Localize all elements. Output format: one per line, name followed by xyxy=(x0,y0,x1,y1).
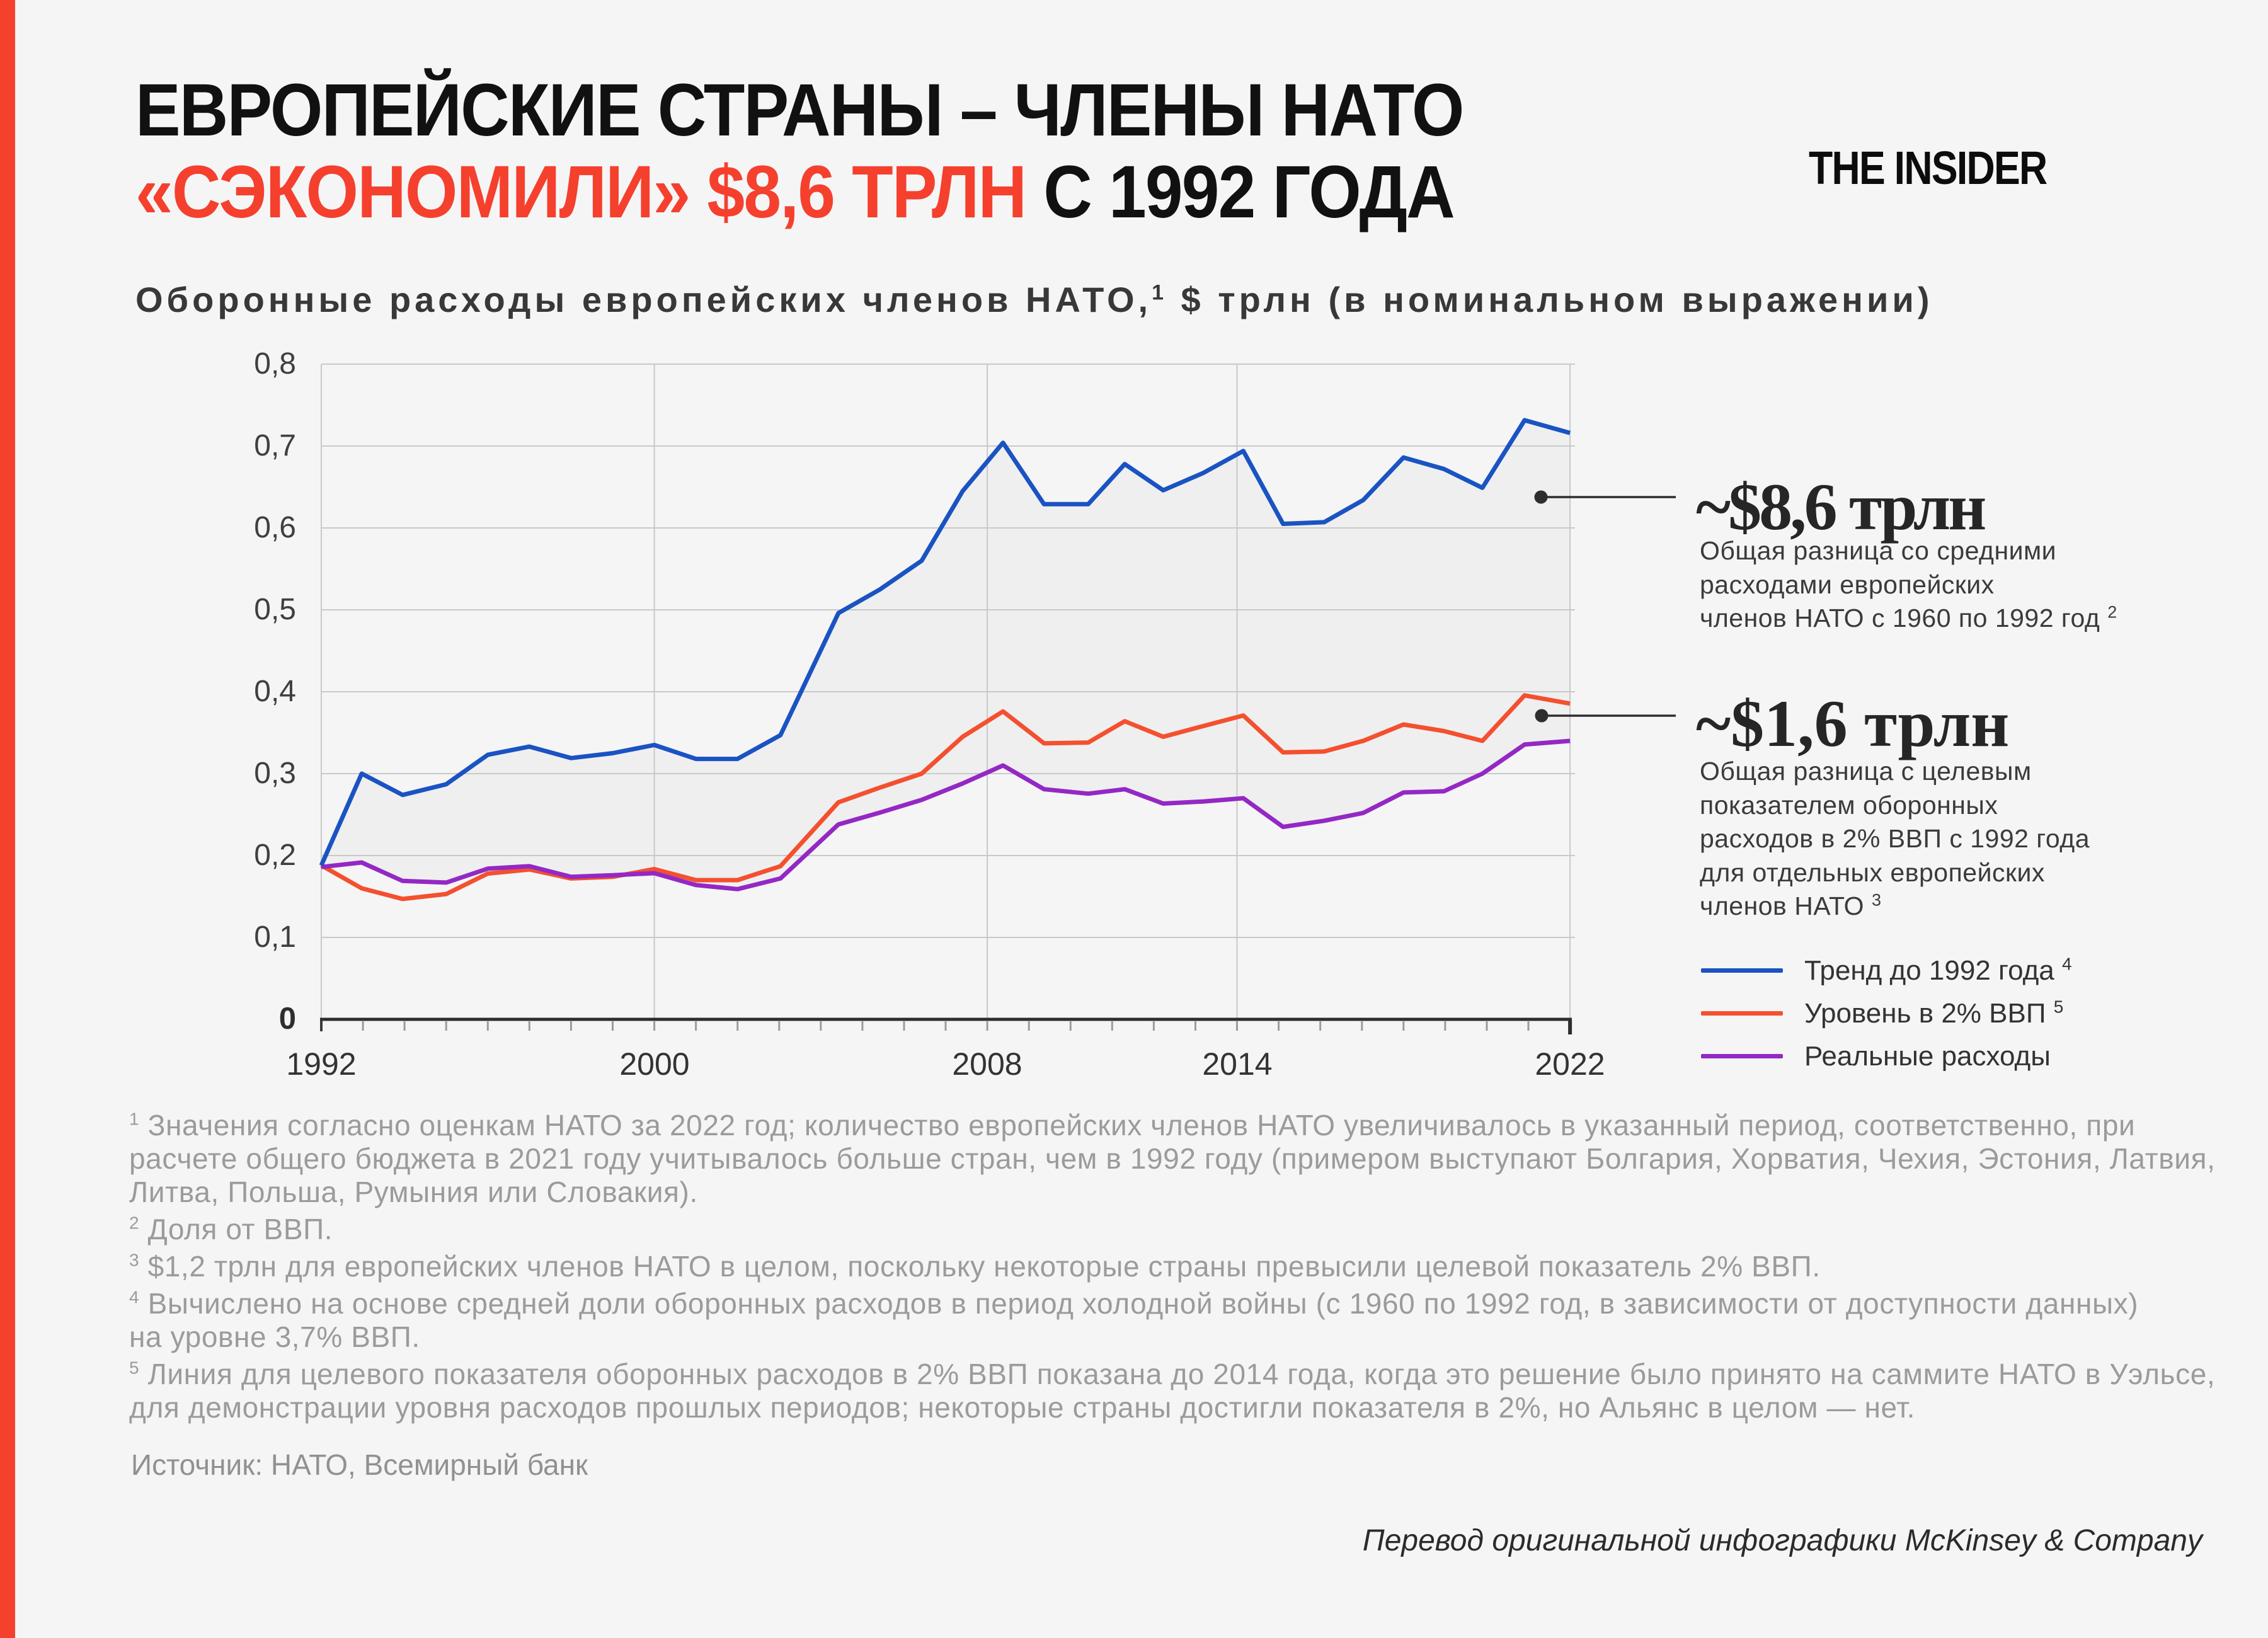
svg-text:0,3: 0,3 xyxy=(254,757,296,790)
svg-text:2000: 2000 xyxy=(619,1046,689,1082)
svg-text:0,4: 0,4 xyxy=(254,675,296,708)
svg-text:0,5: 0,5 xyxy=(254,593,296,626)
svg-text:0,8: 0,8 xyxy=(254,347,296,381)
svg-text:0: 0 xyxy=(279,1002,296,1036)
svg-text:0,1: 0,1 xyxy=(254,920,296,954)
svg-text:2022: 2022 xyxy=(1535,1046,1605,1082)
svg-text:2014: 2014 xyxy=(1202,1046,1272,1082)
svg-text:0,6: 0,6 xyxy=(254,511,296,544)
svg-text:0,2: 0,2 xyxy=(254,839,296,872)
svg-text:1992: 1992 xyxy=(286,1046,356,1082)
svg-text:0,7: 0,7 xyxy=(254,429,296,462)
svg-text:2008: 2008 xyxy=(952,1046,1022,1082)
